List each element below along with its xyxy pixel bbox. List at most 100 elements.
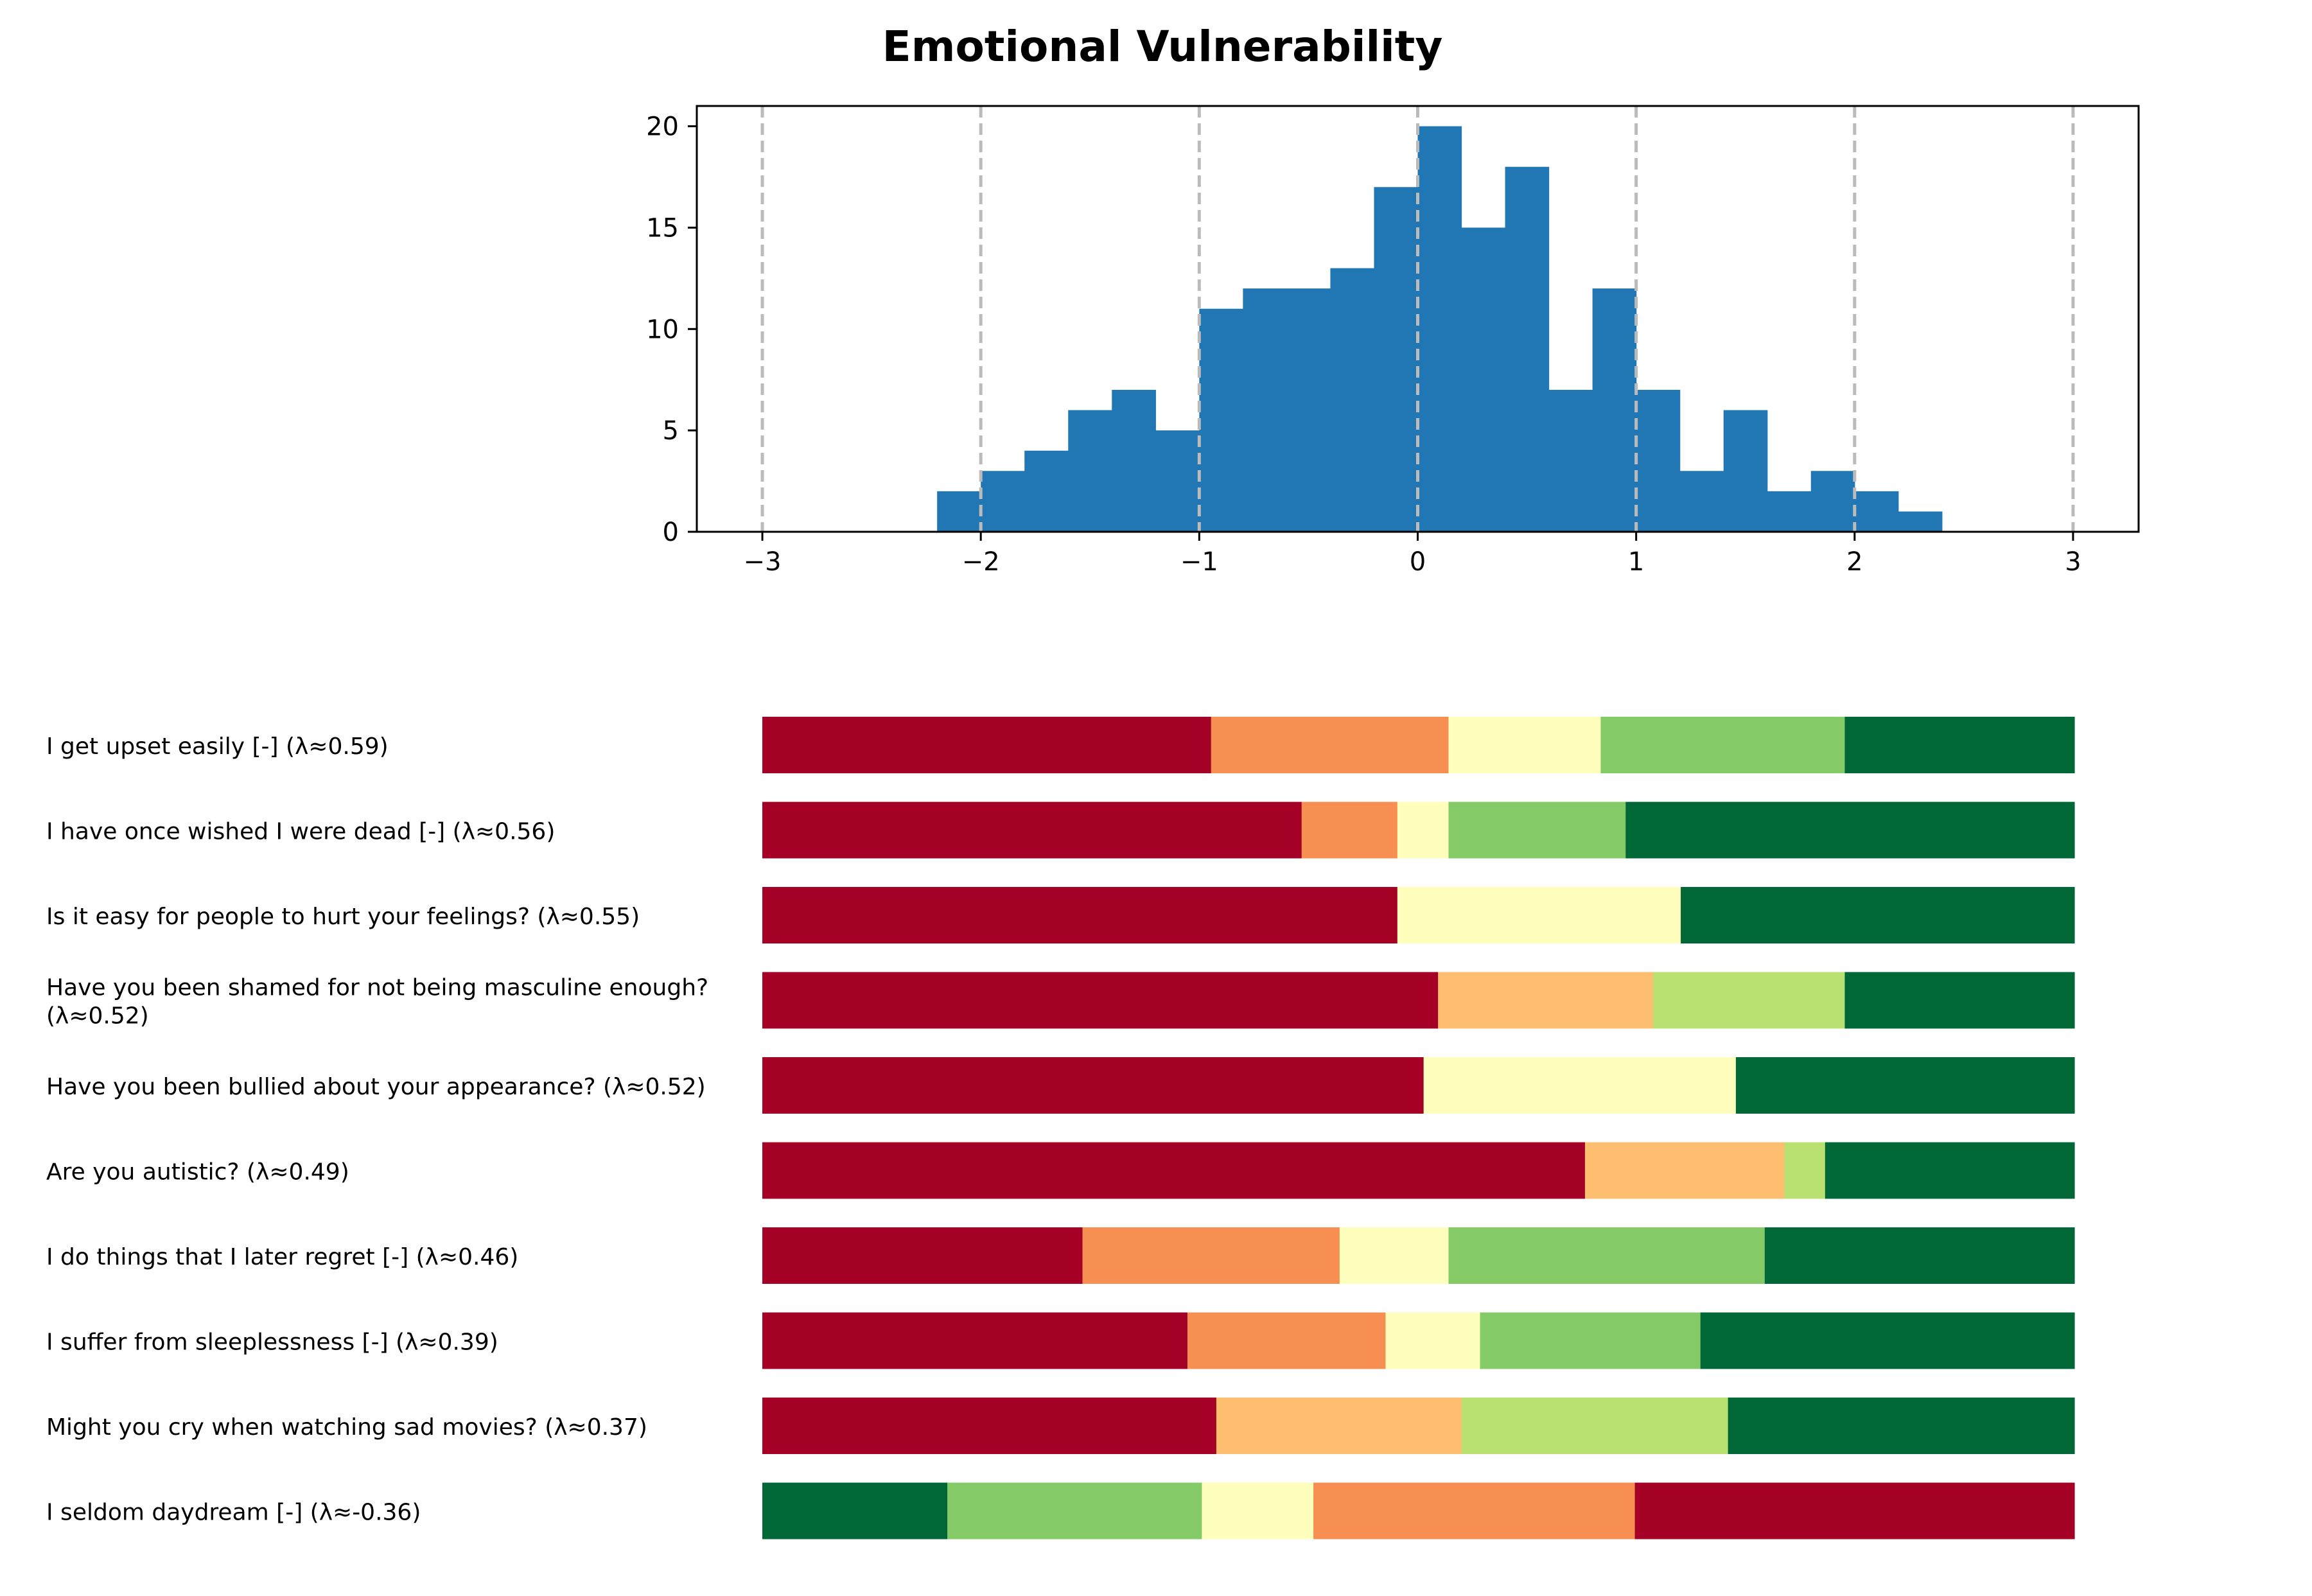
- x-tick-label: −1: [1180, 547, 1218, 577]
- histogram-bar: [937, 491, 981, 532]
- likert-row: I seldom daydream [-] (λ≈-0.36): [46, 1482, 2075, 1539]
- likert-segment: [1082, 1227, 1340, 1284]
- y-tick-label: 15: [646, 213, 679, 243]
- likert-segment: [1584, 1142, 1785, 1199]
- y-tick-label: 10: [646, 315, 679, 344]
- likert-segment: [1187, 1312, 1387, 1369]
- likert-segment: [1653, 972, 1846, 1029]
- histogram-bar: [1636, 390, 1681, 532]
- likert-item-label: I get upset easily [-] (λ≈0.59): [46, 733, 389, 760]
- likert-item-label: I do things that I later regret [-] (λ≈0…: [46, 1244, 518, 1270]
- likert-item-label: I have once wished I were dead [-] (λ≈0.…: [46, 819, 555, 845]
- likert-segment: [1397, 802, 1449, 859]
- histogram-bar: [1155, 430, 1200, 532]
- likert-segment: [1844, 972, 2075, 1029]
- x-tick-label: 2: [1846, 547, 1862, 577]
- likert-segment: [1301, 802, 1398, 859]
- likert-row: I get upset easily [-] (λ≈0.59): [46, 717, 2075, 773]
- histogram-bar: [1112, 390, 1156, 532]
- likert-segment: [1700, 1312, 2075, 1369]
- likert-row: I have once wished I were dead [-] (λ≈0.…: [46, 802, 2075, 859]
- likert-item-label: Have you been shamed for not being mascu…: [46, 975, 708, 1001]
- histogram-bar: [1505, 166, 1550, 532]
- likert-item-label: Might you cry when watching sad movies? …: [46, 1414, 647, 1441]
- likert-segment: [1448, 717, 1602, 773]
- likert-item-label: I suffer from sleeplessness [-] (λ≈0.39): [46, 1329, 498, 1356]
- histogram-bar: [1767, 491, 1812, 532]
- likert-row: Are you autistic? (λ≈0.49): [46, 1142, 2075, 1199]
- likert-segment: [762, 1482, 948, 1539]
- likert-segment: [1728, 1398, 2075, 1454]
- histogram-bar: [1199, 308, 1243, 532]
- likert-segment: [1600, 717, 1846, 773]
- likert-segment: [1681, 887, 2075, 943]
- likert-segment: [1448, 1227, 1765, 1284]
- likert-segment: [1735, 1057, 2075, 1114]
- histogram: −3 −2 −1 0 1 2 3 0 5 10 15 20: [646, 105, 2140, 577]
- likert-segment: [1784, 1142, 1826, 1199]
- likert-segment: [1625, 802, 2075, 859]
- histogram-bar: [1592, 288, 1637, 532]
- likert-segment: [762, 1057, 1424, 1114]
- likert-segment: [1202, 1482, 1314, 1539]
- likert-row: I do things that I later regret [-] (λ≈0…: [46, 1227, 2075, 1284]
- y-tick-label: 20: [646, 112, 679, 142]
- likert-row: I suffer from sleeplessness [-] (λ≈0.39): [46, 1312, 2075, 1369]
- likert-row: Have you been shamed for not being mascu…: [46, 972, 2075, 1030]
- likert-segment: [1313, 1482, 1636, 1539]
- likert-segment: [762, 1227, 1083, 1284]
- likert-segment: [1385, 1312, 1481, 1369]
- y-tick-label: 0: [663, 518, 679, 547]
- histogram-bar: [1854, 491, 1899, 532]
- histogram-bar: [1548, 390, 1593, 532]
- x-tick-label: 1: [1628, 547, 1644, 577]
- likert-item-label: Is it easy for people to hurt your feeli…: [46, 904, 640, 930]
- likert-row: Have you been bullied about your appeara…: [46, 1057, 2075, 1114]
- x-tick-label: −2: [962, 547, 1000, 577]
- likert-segment: [1211, 717, 1449, 773]
- histogram-bar: [1243, 288, 1288, 532]
- likert-segment: [1634, 1482, 2075, 1539]
- likert-segment: [762, 717, 1212, 773]
- likert-chart: I get upset easily [-] (λ≈0.59) I have on…: [46, 717, 2075, 1539]
- histogram-bar: [1679, 471, 1724, 532]
- likert-segment: [1480, 1312, 1701, 1369]
- likert-item-label: (λ≈0.52): [46, 1003, 149, 1030]
- likert-segment: [1764, 1227, 2075, 1284]
- likert-segment: [1438, 972, 1654, 1029]
- likert-row: Is it easy for people to hurt your feeli…: [46, 887, 2075, 943]
- histogram-bar: [1068, 410, 1112, 532]
- likert-segment: [1216, 1398, 1462, 1454]
- x-tick-label: 0: [1410, 547, 1426, 577]
- likert-segment: [762, 802, 1302, 859]
- histogram-bar: [1723, 410, 1768, 532]
- histogram-bar: [1810, 471, 1855, 532]
- likert-segment: [1448, 802, 1626, 859]
- histogram-bar: [1898, 511, 1943, 532]
- likert-segment: [762, 887, 1398, 943]
- likert-item-label: Have you been bullied about your appeara…: [46, 1074, 706, 1100]
- likert-segment: [1339, 1227, 1449, 1284]
- likert-segment: [1825, 1142, 2075, 1199]
- histogram-bar: [1461, 227, 1506, 532]
- likert-segment: [1397, 887, 1681, 943]
- likert-segment: [762, 1398, 1217, 1454]
- x-tick-label: −3: [744, 547, 782, 577]
- likert-item-label: Are you autistic? (λ≈0.49): [46, 1159, 349, 1186]
- y-tick-label: 5: [663, 416, 679, 446]
- histogram-bar: [1024, 450, 1069, 532]
- likert-segment: [947, 1482, 1203, 1539]
- histogram-bar: [981, 471, 1025, 532]
- likert-segment: [762, 1312, 1188, 1369]
- histogram-bar: [1417, 126, 1462, 532]
- histogram-bar: [1330, 268, 1375, 532]
- likert-segment: [1423, 1057, 1737, 1114]
- histogram-title: Emotional Vulnerability: [882, 22, 1443, 71]
- likert-segment: [762, 1142, 1586, 1199]
- likert-segment: [1844, 717, 2075, 773]
- likert-segment: [1461, 1398, 1729, 1454]
- likert-row: Might you cry when watching sad movies? …: [46, 1398, 2075, 1454]
- histogram-bar: [1286, 288, 1331, 532]
- likert-item-label: I seldom daydream [-] (λ≈-0.36): [46, 1500, 421, 1526]
